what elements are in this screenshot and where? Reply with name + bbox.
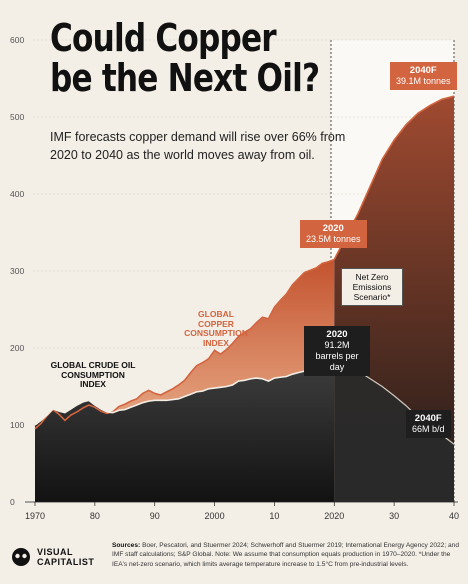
y-tick-label: 300 [10,266,24,276]
y-tick-label: 600 [10,35,24,45]
scenario-note: Net Zero Emissions Scenario* [341,268,403,306]
y-tick-label: 400 [10,189,24,199]
brand-logo: VISUAL CAPITALIST [10,547,94,567]
page-title: Could Copper be the Next Oil? [50,16,320,100]
copper-series-label: Global Copper Consumption Index [184,309,248,348]
x-axis: 1970 80 90 2000 10 2020 30 40 [25,501,459,521]
x-tick-label: 30 [389,511,399,521]
y-tick-label: 500 [10,112,24,122]
oil-2040-callout: 2040F 66M b/d [406,410,451,438]
x-tick-label: 1970 [25,511,45,521]
oil-series-label: Global Crude Oil Consumption Index [50,360,136,389]
subtitle: IMF forecasts copper demand will rise ov… [50,130,346,162]
oil-historical-area [35,366,335,502]
oil-historical-line [34,365,335,426]
x-tick-label: 80 [90,511,100,521]
x-tick-label: 40 [449,511,459,521]
copper-historical-line [34,258,335,430]
brand-name: VISUAL CAPITALIST [37,547,95,567]
y-tick-label: 200 [10,343,24,353]
y-tick-label: 0 [10,497,15,507]
x-tick-label: 10 [269,511,279,521]
copper-2040-callout: 2040F 39.1M tonnes [390,62,457,90]
y-axis-labels: 0 100 200 300 400 500 600 [10,35,24,507]
series-areas [34,95,455,503]
sources-note: Sources: Boer, Pescatori, and Stuermer 2… [112,542,460,568]
oil-2020-callout: 2020 91.2M barrels per day [304,326,370,376]
x-tick-label: 2000 [205,511,225,521]
copper-2020-callout: 2020 23.5M tonnes [300,220,367,248]
visual-capitalist-icon [12,548,30,566]
y-tick-label: 100 [10,420,24,430]
x-tick-label: 90 [150,511,160,521]
x-tick-label: 2020 [324,511,344,521]
oil-forecast-area [334,367,454,502]
